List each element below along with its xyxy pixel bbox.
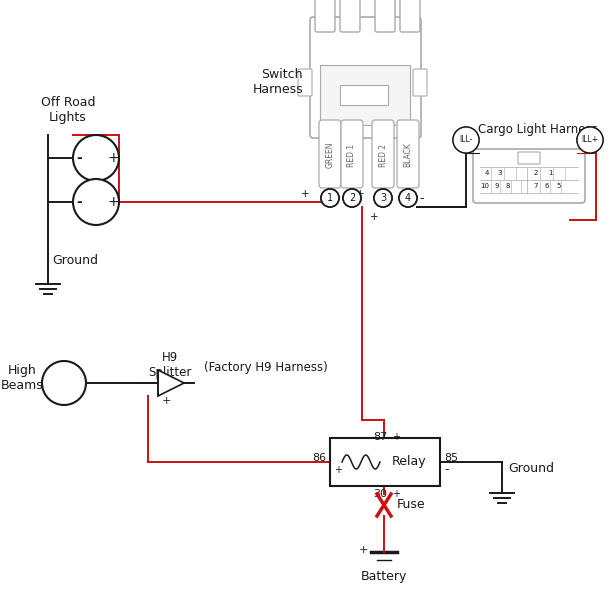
Text: -: - xyxy=(444,464,449,476)
FancyBboxPatch shape xyxy=(375,0,395,32)
Circle shape xyxy=(577,127,603,153)
Text: -: - xyxy=(420,192,424,205)
Text: 3: 3 xyxy=(380,193,386,203)
Text: 3: 3 xyxy=(380,193,386,203)
Text: Relay: Relay xyxy=(392,455,427,468)
FancyBboxPatch shape xyxy=(518,152,540,164)
Text: Cargo Light Harness: Cargo Light Harness xyxy=(478,123,598,137)
Text: 87: 87 xyxy=(373,432,387,442)
Text: 10: 10 xyxy=(480,183,490,189)
Circle shape xyxy=(343,189,361,207)
Circle shape xyxy=(73,135,119,181)
Circle shape xyxy=(399,189,417,207)
Text: Ground: Ground xyxy=(508,462,554,476)
FancyBboxPatch shape xyxy=(341,120,363,188)
FancyBboxPatch shape xyxy=(298,69,312,96)
Text: 4: 4 xyxy=(485,170,489,176)
Text: +: + xyxy=(162,396,171,406)
Text: 85: 85 xyxy=(444,453,458,463)
Text: 86: 86 xyxy=(312,453,326,463)
FancyBboxPatch shape xyxy=(319,120,341,188)
FancyBboxPatch shape xyxy=(397,120,419,188)
Text: +: + xyxy=(356,189,364,199)
Text: 1: 1 xyxy=(548,170,552,176)
Circle shape xyxy=(374,189,392,207)
Circle shape xyxy=(73,179,119,225)
Text: +: + xyxy=(392,489,400,499)
Text: 2: 2 xyxy=(534,170,538,176)
Text: -: - xyxy=(76,151,82,165)
Circle shape xyxy=(453,127,479,153)
Text: 4: 4 xyxy=(405,193,411,203)
Circle shape xyxy=(321,189,339,207)
Text: 2: 2 xyxy=(349,193,355,203)
Text: +: + xyxy=(107,151,119,165)
Text: -: - xyxy=(76,195,82,209)
Text: Switch
Harness: Switch Harness xyxy=(252,68,303,96)
Text: Ground: Ground xyxy=(52,253,98,267)
Circle shape xyxy=(577,127,603,153)
Text: ILL+: ILL+ xyxy=(581,135,599,144)
Circle shape xyxy=(399,189,417,207)
Text: +: + xyxy=(107,195,119,209)
Bar xyxy=(330,438,440,486)
FancyBboxPatch shape xyxy=(400,0,420,32)
Text: ILL-: ILL- xyxy=(460,135,472,144)
Circle shape xyxy=(453,127,479,153)
Bar xyxy=(340,85,388,105)
Text: ILL+: ILL+ xyxy=(581,135,599,144)
Bar xyxy=(320,65,410,125)
Text: 1: 1 xyxy=(327,193,333,203)
Text: GREEN: GREEN xyxy=(326,142,335,168)
Text: ILL-: ILL- xyxy=(460,135,472,144)
Text: High
Beams: High Beams xyxy=(1,364,43,392)
Circle shape xyxy=(42,361,86,405)
Text: Fuse: Fuse xyxy=(397,498,425,512)
Circle shape xyxy=(343,189,361,207)
Text: 2: 2 xyxy=(349,193,355,203)
Text: RED 2: RED 2 xyxy=(378,143,387,167)
Text: +: + xyxy=(392,432,400,442)
FancyBboxPatch shape xyxy=(372,120,394,188)
Text: Battery: Battery xyxy=(361,570,407,583)
Text: 30: 30 xyxy=(373,489,387,499)
Circle shape xyxy=(374,189,392,207)
Text: +: + xyxy=(334,465,342,475)
Text: +: + xyxy=(370,212,378,222)
FancyBboxPatch shape xyxy=(340,0,360,32)
Text: +: + xyxy=(359,545,368,555)
Text: 9: 9 xyxy=(494,183,499,189)
FancyBboxPatch shape xyxy=(310,17,421,138)
Text: +: + xyxy=(300,189,309,199)
FancyBboxPatch shape xyxy=(413,69,427,96)
FancyBboxPatch shape xyxy=(315,0,335,32)
Text: 1: 1 xyxy=(327,193,333,203)
Text: 5: 5 xyxy=(557,183,561,189)
Text: 4: 4 xyxy=(405,193,411,203)
Text: (Factory H9 Harness): (Factory H9 Harness) xyxy=(204,362,328,374)
Circle shape xyxy=(321,189,339,207)
Text: BLACK: BLACK xyxy=(403,143,412,168)
Text: 8: 8 xyxy=(506,183,510,189)
Text: RED 1: RED 1 xyxy=(348,143,357,167)
Text: 6: 6 xyxy=(545,183,549,189)
Text: 7: 7 xyxy=(534,183,538,189)
Text: H9
Splitter: H9 Splitter xyxy=(148,351,192,379)
FancyBboxPatch shape xyxy=(473,149,585,203)
Text: 3: 3 xyxy=(498,170,502,176)
Text: Off Road
Lights: Off Road Lights xyxy=(41,96,95,124)
Polygon shape xyxy=(158,370,184,396)
